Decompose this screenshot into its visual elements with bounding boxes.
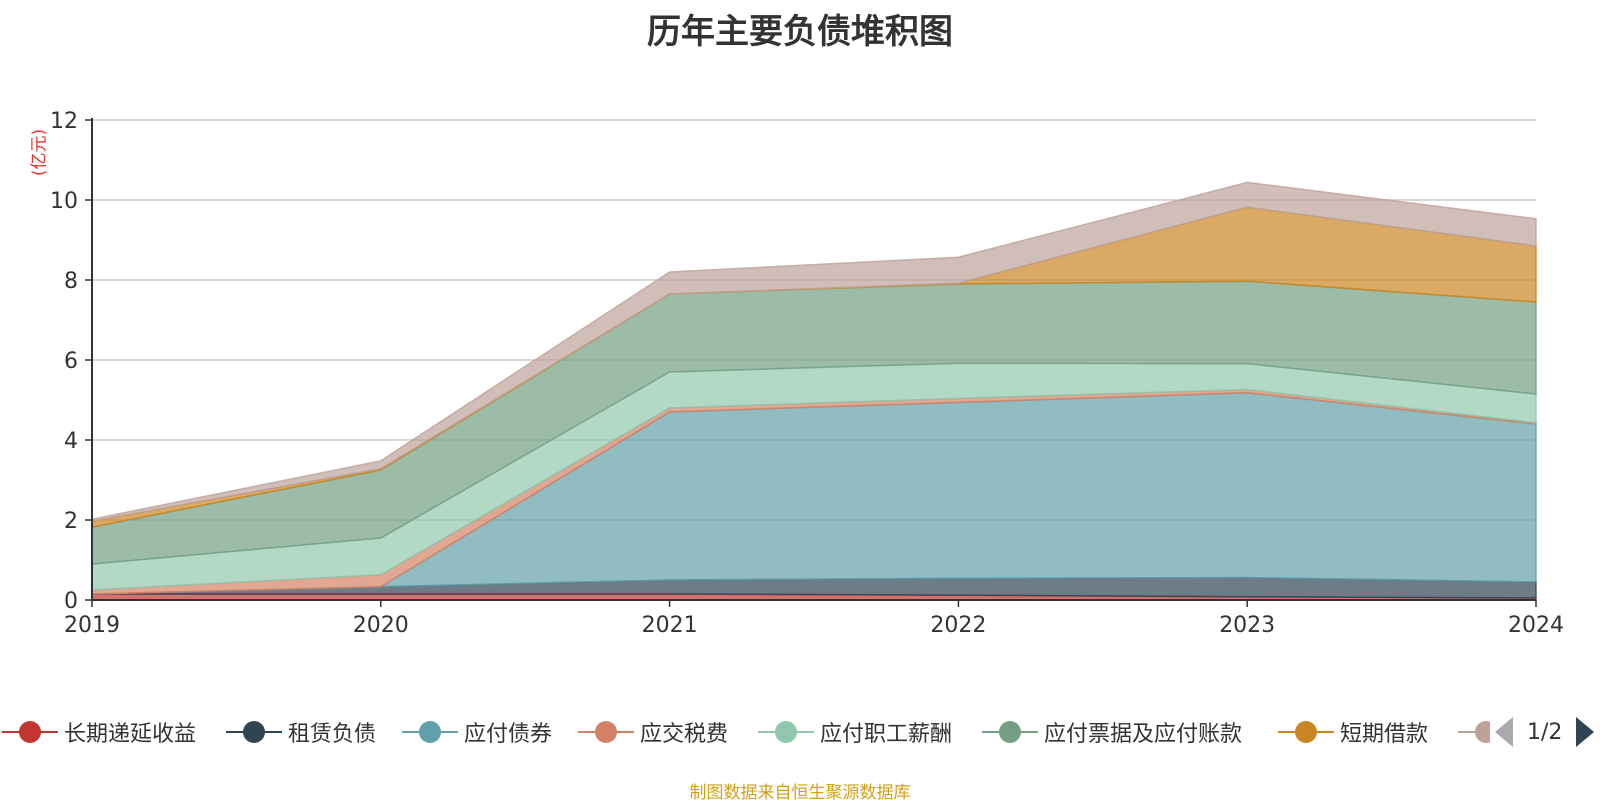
legend-marker-dot (1475, 721, 1490, 743)
legend-item-7[interactable] (1458, 712, 1490, 752)
legend-pager: 1/2 (1495, 712, 1595, 752)
legend-item-6[interactable]: 短期借款 (1278, 712, 1428, 752)
legend-marker-dot (419, 721, 441, 743)
y-tick-label: 10 (50, 189, 78, 214)
legend-next-arrow-icon[interactable] (1576, 717, 1595, 747)
legend-item-0[interactable]: 长期递延收益 (2, 712, 196, 752)
x-tick-label: 2020 (353, 613, 409, 638)
legend-marker-icon (982, 712, 1038, 752)
legend: 长期递延收益 租赁负债 应付债券 应交税费 应付职工薪酬 应付票据及应付账款 短期借款 (0, 712, 1600, 752)
data-source-note: 制图数据来自恒生聚源数据库 (689, 783, 911, 803)
legend-label: 应交税费 (640, 722, 729, 747)
legend-marker-icon (226, 712, 282, 752)
legend-label: 应付票据及应付账款 (1044, 722, 1243, 747)
y-tick-label: 0 (64, 589, 78, 614)
legend-marker-dot (1295, 721, 1317, 743)
legend-label: 租赁负债 (288, 722, 377, 747)
y-tick-label: 6 (64, 349, 78, 374)
legend-label: 应付债券 (464, 722, 553, 747)
x-tick-label: 2021 (642, 613, 698, 638)
chart-title: 历年主要负债堆积图 (647, 12, 953, 52)
x-tick-label: 2022 (930, 613, 986, 638)
legend-marker-dot (243, 721, 265, 743)
y-tick-label: 4 (64, 429, 78, 454)
legend-prev-arrow-icon[interactable] (1495, 717, 1513, 747)
legend-item-1[interactable]: 租赁负债 (226, 712, 376, 752)
legend-marker-icon (2, 712, 58, 752)
axes: 0 2 4 6 8 10 12 2019 2020 2021 2022 2023 2024 (50, 109, 1564, 638)
y-tick-label: 2 (64, 509, 78, 534)
legend-marker-icon (1458, 712, 1490, 752)
x-tick-label: 2019 (64, 613, 120, 638)
legend-marker-dot (19, 721, 41, 743)
area-series (91, 181, 1537, 601)
legend-marker-icon (578, 712, 634, 752)
legend-label: 应付职工薪酬 (820, 722, 953, 747)
legend-marker-dot (775, 721, 797, 743)
legend-page-indicator: 1/2 (1527, 719, 1563, 745)
legend-item-3[interactable]: 应交税费 (578, 712, 728, 752)
y-tick-label: 8 (64, 269, 78, 294)
legend-marker-dot (999, 721, 1021, 743)
legend-item-2[interactable]: 应付债券 (402, 712, 552, 752)
legend-marker-line (1458, 731, 1490, 733)
legend-label: 短期借款 (1340, 722, 1429, 747)
legend-marker-dot (595, 721, 617, 743)
legend-label: 长期递延收益 (64, 722, 197, 747)
stacked-area-chart: 0 2 4 6 8 10 12 2019 2020 2021 2022 2023 2024 (50, 109, 1564, 638)
area-series-7[interactable] (91, 181, 1537, 523)
legend-marker-icon (1278, 712, 1334, 752)
x-tick-label: 2024 (1508, 613, 1564, 638)
legend-marker-icon (758, 712, 814, 752)
legend-marker-icon (402, 712, 458, 752)
y-tick-label: 12 (50, 109, 78, 134)
legend-item-5[interactable]: 应付票据及应付账款 (982, 712, 1242, 752)
legend-item-4[interactable]: 应付职工薪酬 (758, 712, 952, 752)
x-tick-label: 2023 (1219, 613, 1275, 638)
